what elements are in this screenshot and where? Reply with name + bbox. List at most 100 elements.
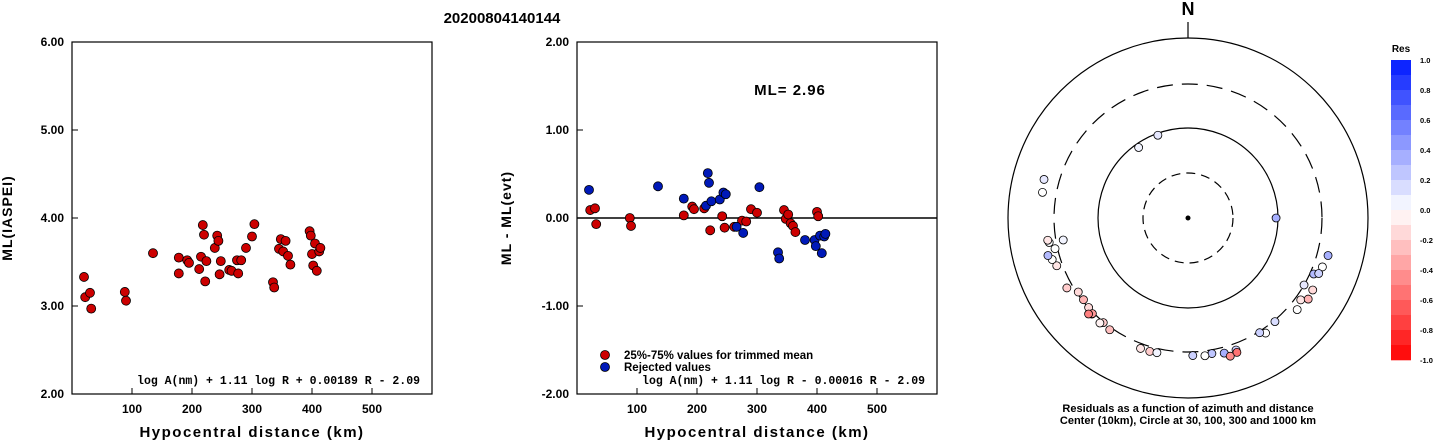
station-marker <box>1136 344 1145 353</box>
panel2-x-axis-label: Hypocentral distance (km) <box>644 424 869 441</box>
data-point <box>241 243 251 253</box>
x-tick-label: 300 <box>747 402 767 416</box>
colorbar-cell <box>1391 225 1411 241</box>
station-marker <box>1043 235 1053 245</box>
panel-ml-vs-distance: 100 200 300 400 500 2.00 3.00 4.00 5.00 6.00 log… <box>0 35 433 441</box>
panel1-formula: log A(nm) + 1.11 log R + 0.00189 R - 2.0… <box>137 375 420 388</box>
y-tick-label: 5.00 <box>41 123 65 137</box>
ring-300km <box>1053 83 1323 353</box>
station-marker <box>1270 317 1280 327</box>
colorbar-cell <box>1391 105 1411 121</box>
rejected-point <box>720 189 731 200</box>
x-tick-label: 300 <box>242 402 262 416</box>
data-point <box>305 230 316 241</box>
data-point <box>315 243 326 253</box>
rejected-point <box>816 248 827 259</box>
rejected-point <box>584 184 594 195</box>
data-point <box>214 269 225 280</box>
colorbar-cell <box>1391 210 1411 226</box>
panel1-x-axis-label: Hypocentral distance (km) <box>139 424 364 441</box>
colorbar-tick-label: -1.0 <box>1420 356 1433 365</box>
colorbar-title: Res <box>1392 44 1411 55</box>
north-label: N <box>1182 0 1195 19</box>
data-point <box>247 231 257 242</box>
colorbar: Res 1.0 0.8 0.6 0.4 0.2 0.0 -0.2 -0.4 -0.6 -0.8 -1… <box>1391 44 1434 365</box>
rejected-point <box>653 181 663 192</box>
panel2-x-ticks: 100 200 300 400 500 <box>627 388 887 416</box>
rejected-point <box>774 253 785 264</box>
accepted-point <box>590 203 600 214</box>
y-tick-label: 2.00 <box>546 35 570 49</box>
rejected-point <box>702 168 713 179</box>
station-marker <box>1062 283 1072 293</box>
colorbar-tick-label: 1.0 <box>1420 56 1430 65</box>
station-marker <box>1084 309 1093 319</box>
panel-azimuth-residuals: N Residuals as a function of azimuth and… <box>1007 0 1369 427</box>
colorbar-tick-label: -0.8 <box>1420 326 1433 335</box>
accepted-point <box>719 222 730 233</box>
colorbar-tick-label: 0.4 <box>1420 146 1431 155</box>
data-point <box>213 235 224 246</box>
colorbar-cell <box>1391 150 1411 166</box>
station-marker <box>1308 285 1318 295</box>
station-marker <box>1038 187 1047 197</box>
data-point <box>249 219 260 230</box>
station-marker <box>1296 295 1306 305</box>
colorbar-tick-label: 0.8 <box>1420 86 1430 95</box>
y-tick-label: -2.00 <box>542 387 570 401</box>
colorbar-labels: 1.0 0.8 0.6 0.4 0.2 0.0 -0.2 -0.4 -0.6 -0.8 -1.0 <box>1420 56 1434 365</box>
station-marker <box>1052 261 1062 271</box>
x-tick-label: 500 <box>867 402 887 416</box>
station-marker <box>1134 143 1144 152</box>
colorbar-cell <box>1391 255 1411 271</box>
panel-residual-vs-distance: 100 200 300 400 500 -2.00 -1.00 0.00 1.00 2.00 M… <box>498 35 938 441</box>
x-tick-label: 400 <box>302 402 322 416</box>
colorbar-cell <box>1391 180 1411 196</box>
x-tick-label: 200 <box>687 402 707 416</box>
colorbar-tick-label: 0.2 <box>1420 176 1430 185</box>
colorbar-cell <box>1391 315 1411 331</box>
panel1-y-ticks: 2.00 3.00 4.00 5.00 6.00 <box>41 35 78 401</box>
station-marker <box>1200 351 1210 361</box>
data-point <box>200 276 211 287</box>
rejected-point <box>810 241 821 252</box>
rejected-point <box>706 196 717 207</box>
colorbar-cell <box>1391 345 1411 361</box>
colorbar-cell <box>1391 120 1411 136</box>
station-marker <box>1318 262 1327 272</box>
data-point <box>236 255 247 266</box>
station-marker <box>1039 175 1049 184</box>
data-point <box>197 220 208 230</box>
station-marker <box>1255 328 1265 338</box>
data-point <box>79 272 89 282</box>
accepted-point <box>741 216 752 227</box>
x-tick-label: 500 <box>362 402 382 416</box>
y-tick-label: 0.00 <box>546 211 570 225</box>
accepted-point <box>591 219 602 230</box>
panel2-formula: log A(nm) + 1.11 log R - 0.00016 R - 2.0… <box>642 375 925 388</box>
data-point <box>85 287 95 298</box>
station-marker <box>1271 213 1281 223</box>
legend-rejected-marker <box>600 362 610 372</box>
data-point <box>269 282 280 293</box>
colorbar-cell <box>1391 270 1411 286</box>
epicenter-marker <box>1185 215 1191 221</box>
station-marker <box>1145 347 1155 356</box>
data-point <box>119 287 130 297</box>
accepted-point <box>790 227 801 237</box>
y-tick-label: 1.00 <box>546 123 570 137</box>
data-point <box>215 256 226 267</box>
colorbar-cell <box>1391 285 1411 301</box>
data-point <box>233 268 244 279</box>
colorbar-cell <box>1391 240 1411 256</box>
panel1-points <box>79 219 326 314</box>
y-tick-label: 4.00 <box>41 211 65 225</box>
station-marker <box>1303 294 1313 304</box>
colorbar-tick-label: -0.6 <box>1420 296 1433 305</box>
data-point <box>194 264 205 274</box>
data-point <box>283 250 293 261</box>
station-marker <box>1079 295 1088 305</box>
accepted-point <box>717 211 728 222</box>
panel2-ml-annotation: ML= 2.96 <box>754 82 826 99</box>
